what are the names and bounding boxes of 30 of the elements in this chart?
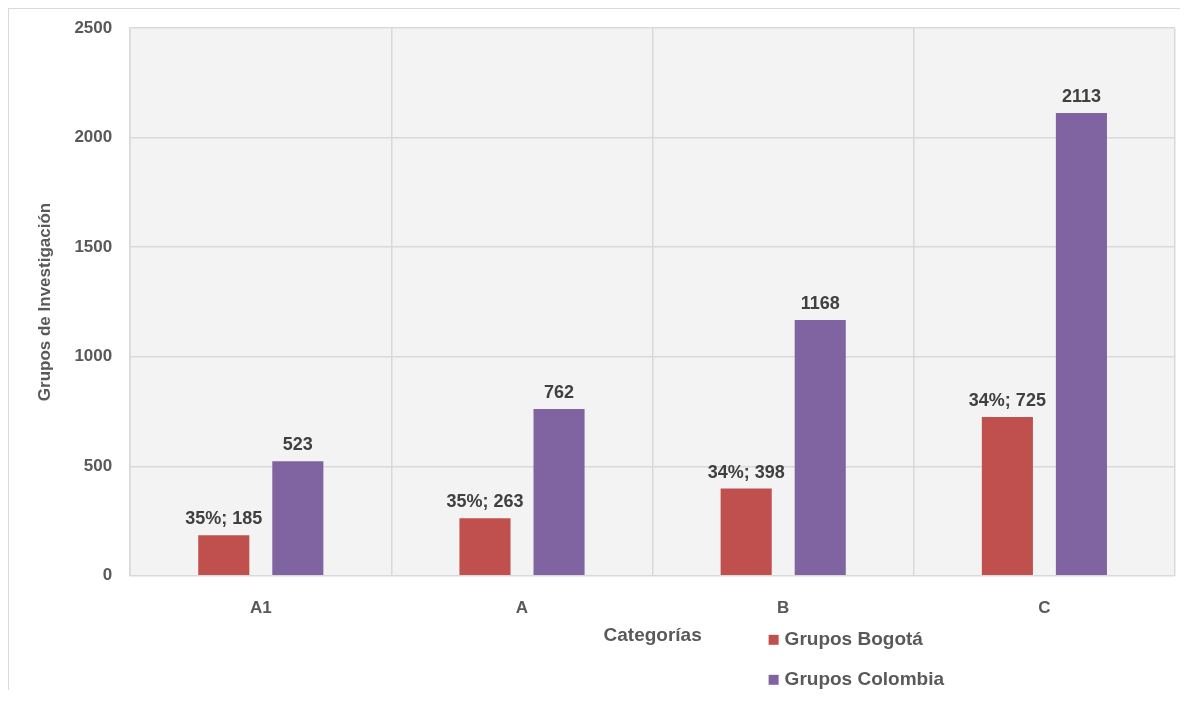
x-tick-label: B — [777, 597, 790, 617]
bar — [981, 417, 1033, 576]
legend-label: Grupos Bogotá — [784, 628, 924, 650]
y-tick-label: 2500 — [74, 17, 113, 37]
data-label: 34%; 725 — [968, 389, 1046, 410]
y-tick-label: 1000 — [74, 346, 113, 366]
y-tick-label: 1500 — [74, 236, 113, 256]
bar — [459, 518, 511, 576]
bar — [720, 488, 772, 576]
y-axis-title: Grupos de Investigación — [34, 202, 54, 402]
data-label: 2113 — [1061, 85, 1101, 106]
legend-label: Grupos Colombia — [784, 668, 945, 690]
bar — [794, 319, 846, 576]
data-label: 523 — [282, 434, 313, 455]
x-tick-label: A — [515, 597, 529, 617]
y-tick-label: 0 — [102, 565, 113, 585]
y-tick-label: 500 — [83, 455, 113, 475]
bar — [533, 408, 585, 576]
x-axis-title: Categorías — [603, 623, 702, 645]
data-label: 35%; 263 — [446, 491, 524, 512]
y-tick-label: 2000 — [74, 127, 113, 147]
data-label: 1168 — [800, 292, 840, 313]
data-label: 762 — [544, 381, 575, 402]
x-tick-label: A1 — [249, 597, 272, 617]
x-tick-label: C — [1038, 597, 1051, 617]
bar — [198, 535, 250, 576]
data-label: 34%; 398 — [707, 461, 785, 482]
data-label: 35%; 185 — [185, 508, 263, 529]
bar — [272, 461, 324, 576]
bar — [1055, 112, 1107, 576]
